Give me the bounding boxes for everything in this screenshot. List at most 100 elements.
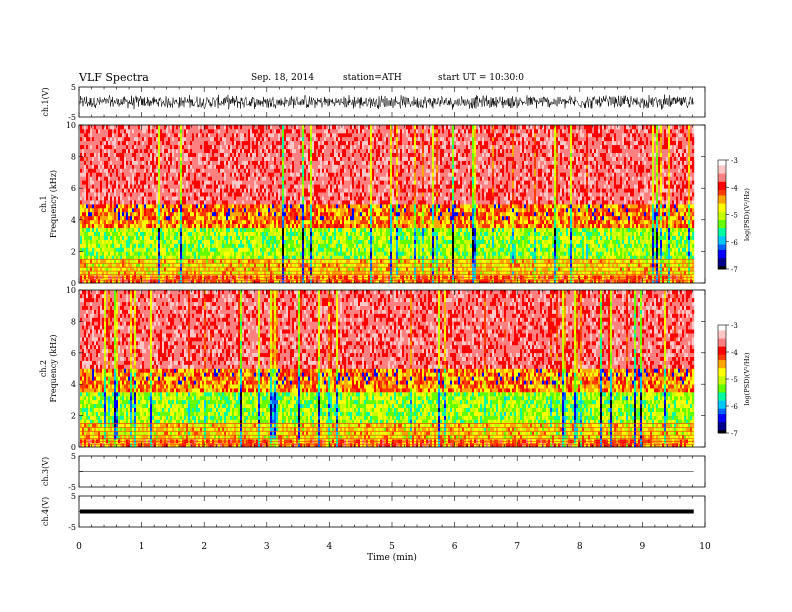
ch1-spectrogram-cell xyxy=(114,224,116,228)
ch1-spectrogram-cell xyxy=(206,236,208,240)
ch1-spectrogram-cell xyxy=(318,168,320,172)
ch1-spectrogram-cell xyxy=(240,228,242,232)
ch1-spectrogram-cell xyxy=(216,208,218,212)
ch1-spectrogram-cell xyxy=(248,188,250,192)
ch1-spectrogram-cell xyxy=(206,204,208,208)
ch1-spectrogram-cell xyxy=(316,247,318,251)
ch1-spectrogram-cell xyxy=(232,204,234,208)
ch1-spectrogram-cell xyxy=(280,172,282,176)
ch1-spectrogram-cell xyxy=(314,212,316,216)
ch1-spectrogram-cell xyxy=(276,129,278,133)
ch1-spectrogram-cell xyxy=(258,240,260,244)
ch1-spectrogram-cell xyxy=(224,251,226,255)
ch1-spectrogram-cell xyxy=(108,141,110,145)
ch1-spectrogram-cell xyxy=(218,247,220,251)
ch1-spectrogram-cell xyxy=(290,200,292,204)
ch1-spectrogram-cell xyxy=(162,244,164,248)
ch1-spectrogram-cell xyxy=(224,188,226,192)
ch1-spectrogram-cell xyxy=(228,216,230,220)
ch1-spectrogram-cell xyxy=(236,172,238,176)
ch1-spectrogram-cell xyxy=(152,232,154,236)
ch1-spectrogram-cell xyxy=(308,204,310,208)
ch1-spectrogram-cell xyxy=(208,176,210,180)
ch1-spectrogram-cell xyxy=(174,168,176,172)
ch1-spectrogram-cell xyxy=(100,200,102,204)
ch1-spectrogram-cell xyxy=(146,125,148,129)
ch1-spectrogram-cell xyxy=(236,204,238,208)
ch1-spectrogram-cell xyxy=(288,192,290,196)
ch1-spectrogram-cell xyxy=(194,244,196,248)
ch1-spectrogram-cell xyxy=(158,172,160,176)
ch1-spectrogram-cell xyxy=(138,204,140,208)
ch1-spectrogram-cell xyxy=(264,157,266,161)
ch1-spectrogram-cell xyxy=(148,161,150,165)
ch1-spectrogram-cell xyxy=(166,125,168,129)
ch1-spectrogram-cell xyxy=(120,216,122,220)
ch1-spectrogram-cell xyxy=(116,184,118,188)
ch1-spectrogram-cell xyxy=(248,125,250,129)
ch1-spectrogram-cell xyxy=(208,216,210,220)
ch1-spectrogram-cell xyxy=(258,137,260,141)
ch1-spectrogram-cell xyxy=(270,244,272,248)
ch1-spectrogram-cell xyxy=(98,168,100,172)
ch1-spectrogram-cell xyxy=(322,244,324,248)
ch1-spectrogram-cell xyxy=(166,196,168,200)
ch1-spectrogram-cell xyxy=(110,212,112,216)
ch1-spectrogram-cell xyxy=(250,176,252,180)
ch1-spectrogram-cell xyxy=(112,200,114,204)
ch1-spectrogram-cell xyxy=(86,271,88,275)
ch1-spectrogram-cell xyxy=(98,141,100,145)
ch1-spectrogram-cell xyxy=(148,247,150,251)
ch1-spectrogram-cell xyxy=(212,153,214,157)
ch1-spectrogram-cell xyxy=(304,137,306,141)
ch1-spectrogram-cell xyxy=(180,176,182,180)
ch1-spectrogram-cell xyxy=(268,184,270,188)
ch1-spectrogram-cell xyxy=(306,157,308,161)
ch1-spectrogram-cell xyxy=(202,247,204,251)
ch1-spectrogram-cell xyxy=(216,184,218,188)
ch1-spectrogram-cell xyxy=(148,133,150,137)
ch1-spectrogram-cell xyxy=(286,176,288,180)
ch1-spectrogram-cell xyxy=(274,161,276,165)
ch1-spectrogram-cell xyxy=(80,133,82,137)
ch1-spectrogram-cell xyxy=(166,184,168,188)
ch1-spectrogram-cell xyxy=(102,165,104,169)
ch1-spectrogram-cell xyxy=(158,161,160,165)
ch1-spectrogram-cell xyxy=(158,228,160,232)
ch1-spectrogram-cell xyxy=(188,184,190,188)
ch1-spectrogram-cell xyxy=(116,251,118,255)
ch1-spectrogram-cell xyxy=(150,192,152,196)
ch1-spectrogram-cell xyxy=(322,200,324,204)
ch1-spectrogram-cell xyxy=(234,180,236,184)
ch1-spectrogram-cell xyxy=(300,180,302,184)
ch1-spectrogram-cell xyxy=(202,149,204,153)
ch1-spectrogram-cell xyxy=(166,176,168,180)
ch1-spectrogram-cell xyxy=(140,204,142,208)
ch1-spectrogram-cell xyxy=(324,271,326,275)
ch1-spectrogram-cell xyxy=(212,141,214,145)
ch1-spectrogram-cell xyxy=(186,149,188,153)
ch1-spectrogram-cell xyxy=(214,157,216,161)
ch1-spectrogram-cell xyxy=(142,176,144,180)
ch1-spectrogram-cell xyxy=(94,216,96,220)
ch1-spectrogram-cell xyxy=(286,224,288,228)
ch1-spectrogram-cell xyxy=(116,153,118,157)
ch1-spectrogram-cell xyxy=(284,137,286,141)
ch1-spectrogram-cell xyxy=(178,141,180,145)
ch1-spectrogram-cell xyxy=(224,271,226,275)
ch1-spectrogram-cell xyxy=(294,228,296,232)
ch1-spectrogram-cell xyxy=(236,208,238,212)
ch1-spectrogram-cell xyxy=(90,137,92,141)
ch1-spectrogram-cell xyxy=(270,236,272,240)
ch1-spectrogram-cell xyxy=(154,153,156,157)
ch1-spectrogram-cell xyxy=(136,149,138,153)
ch1-spectrogram-cell xyxy=(278,244,280,248)
ch1-spectrogram-cell xyxy=(216,176,218,180)
ch1-spectrogram-cell xyxy=(240,137,242,141)
ch1-spectrogram-cell xyxy=(314,192,316,196)
ch1-spectrogram-cell xyxy=(274,129,276,133)
ch1-spectrogram-cell xyxy=(278,251,280,255)
ch1-spectrogram-cell xyxy=(220,251,222,255)
ch1-spectrogram-cell xyxy=(200,192,202,196)
ch1-spectrogram-cell xyxy=(266,165,268,169)
